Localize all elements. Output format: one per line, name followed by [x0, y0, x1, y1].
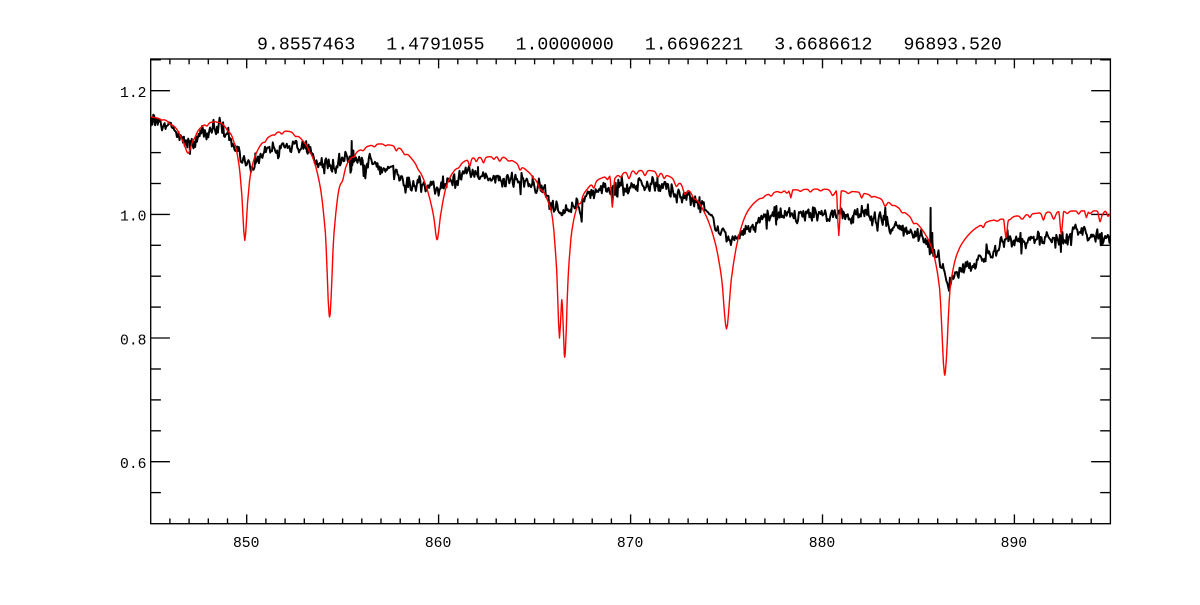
svg-text:1.0000000: 1.0000000 — [516, 36, 614, 56]
svg-text:1.4791055: 1.4791055 — [386, 36, 484, 56]
svg-text:890: 890 — [1001, 536, 1027, 552]
svg-text:0.6: 0.6 — [120, 457, 146, 473]
svg-text:3.6686612: 3.6686612 — [774, 36, 872, 56]
svg-text:96893.520: 96893.520 — [904, 36, 1002, 56]
svg-text:9.8557463: 9.8557463 — [257, 36, 355, 56]
svg-text:1.6696221: 1.6696221 — [645, 36, 743, 56]
svg-text:0.8: 0.8 — [120, 333, 146, 349]
svg-text:880: 880 — [809, 536, 835, 552]
svg-text:850: 850 — [233, 536, 259, 552]
svg-text:1.2: 1.2 — [120, 86, 146, 102]
svg-text:870: 870 — [617, 536, 643, 552]
svg-text:1.0: 1.0 — [120, 210, 146, 226]
svg-text:860: 860 — [425, 536, 451, 552]
